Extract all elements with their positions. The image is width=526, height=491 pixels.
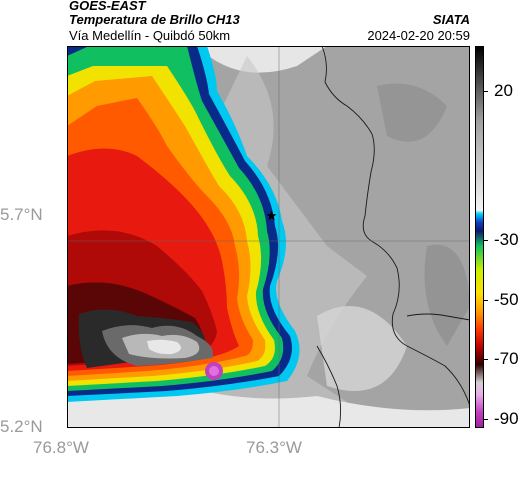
colorbar-tick-mark bbox=[484, 239, 488, 241]
timestamp-label: 2024-02-20 20:59 bbox=[367, 28, 470, 43]
temperature-colorbar bbox=[475, 46, 484, 428]
route-subtitle: Vía Medellín - Quibdó 50km bbox=[69, 28, 231, 43]
product-title: Temperatura de Brillo CH13 bbox=[69, 12, 240, 27]
source-label: SIATA bbox=[432, 12, 470, 27]
x-tick-label: 76.8°W bbox=[33, 438, 89, 457]
satellite-map bbox=[67, 46, 470, 428]
colorbar-tick-mark bbox=[484, 90, 488, 92]
colorbar-tick-mark bbox=[484, 299, 488, 301]
colorbar-tick-label: -90 bbox=[494, 409, 519, 429]
y-tick-label: 5.2°N bbox=[0, 417, 43, 436]
colorbar-tick-mark bbox=[484, 359, 488, 361]
satellite-title: GOES-EAST bbox=[69, 0, 146, 13]
colorbar-tick-label: -70 bbox=[494, 349, 519, 369]
colorbar-tick-mark bbox=[484, 419, 488, 421]
colorbar-tick-label: -30 bbox=[494, 229, 519, 249]
x-tick-label: 76.3°W bbox=[246, 438, 302, 457]
colorbar-tick-label: -50 bbox=[494, 289, 519, 309]
star-icon bbox=[266, 210, 277, 221]
colorbar-tick-label: 20 bbox=[494, 80, 513, 100]
storm-cloud-contours bbox=[67, 46, 300, 402]
graticule bbox=[67, 46, 470, 428]
y-tick-label: 5.7°N bbox=[0, 204, 43, 224]
map-border bbox=[67, 46, 470, 428]
department-boundaries bbox=[316, 46, 470, 428]
